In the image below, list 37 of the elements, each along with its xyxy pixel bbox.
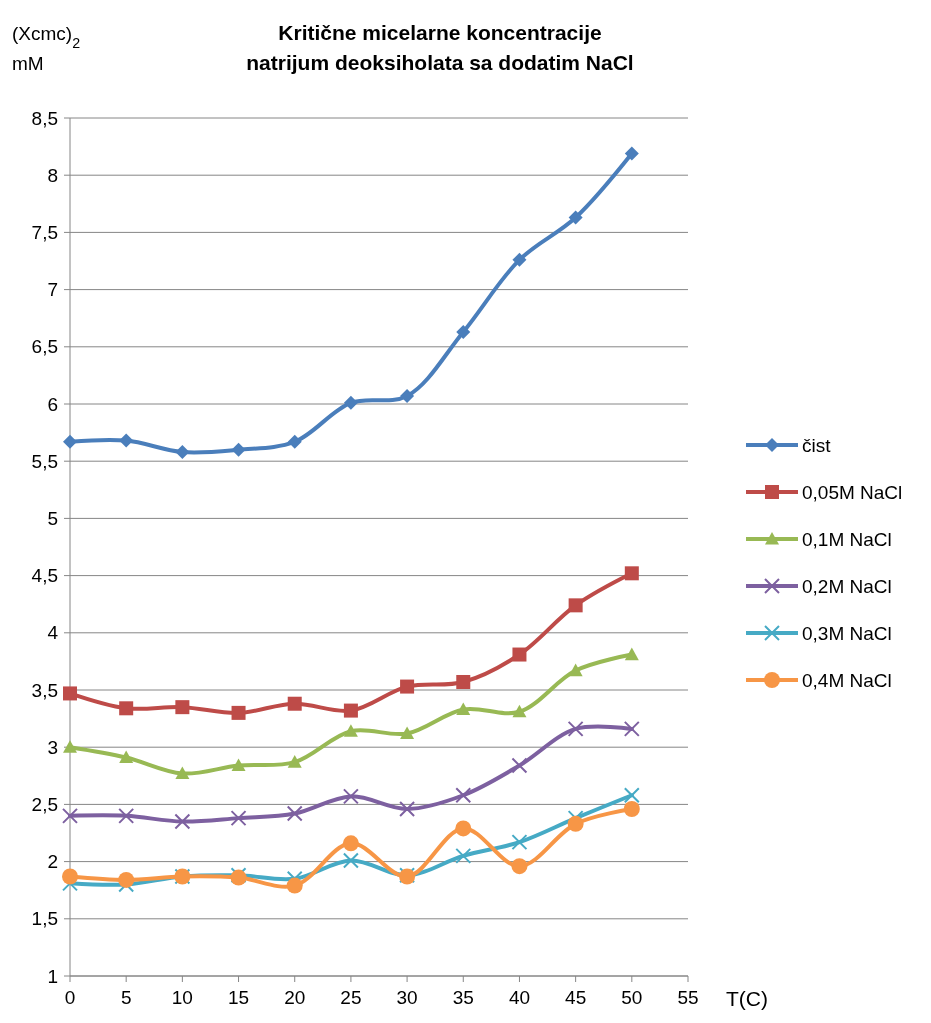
x-tick-label: 30 — [396, 987, 418, 1008]
text: (Xcmc)$_{2}$ mM — [12, 23, 81, 74]
y-tick-label: 7 — [47, 279, 58, 301]
y-tick-label: 7,5 — [31, 222, 58, 244]
legend-label: 0,3M NaCl — [802, 622, 892, 644]
y-tick-label: 6,5 — [31, 336, 58, 358]
x-tick-label: 20 — [284, 987, 306, 1008]
legend-label: 0,2M NaCl — [802, 575, 892, 597]
y-tick-label: 2 — [47, 851, 58, 873]
x-tick-label: 50 — [621, 987, 643, 1008]
x-tick-label: 10 — [171, 987, 193, 1008]
y-tick-label: 2,5 — [31, 794, 58, 816]
y-tick-label: 4,5 — [31, 565, 58, 587]
y-tick-label: 5 — [47, 508, 58, 530]
legend-label: čist — [802, 434, 832, 456]
x-tick-label: 40 — [508, 987, 531, 1008]
y-tick-label: 8,5 — [31, 107, 58, 129]
x-tick-label: 5 — [120, 987, 132, 1008]
chart-title: Kritične micelarne koncentracije natrijum deoksiholata sa dodatim NaCl — [246, 21, 634, 74]
y-tick-label: 5,5 — [31, 450, 58, 472]
y-tick-label: 1,5 — [31, 908, 58, 930]
y-tick-label: 1 — [47, 965, 58, 987]
x-tick-label: 0 — [64, 987, 76, 1008]
y-tick-label: 8 — [47, 164, 58, 186]
x-tick-label: 15 — [227, 987, 250, 1008]
x-axis-title: T(C) — [726, 987, 768, 1010]
x-tick-label: 35 — [452, 987, 474, 1008]
y-tick-label: 6 — [47, 393, 58, 415]
y-tick-label: 3 — [47, 736, 58, 758]
legend-label: 0,05M NaCl — [802, 481, 903, 503]
y-tick-label: 4 — [47, 622, 59, 644]
legend-label: 0,1M NaCl — [802, 528, 892, 550]
x-tick-label: 45 — [565, 987, 587, 1008]
x-tick-label: 55 — [677, 987, 699, 1008]
y-tick-label: 3,5 — [31, 679, 58, 701]
legend-label: 0,4M NaCl — [802, 669, 892, 691]
x-tick-label: 25 — [340, 987, 362, 1008]
